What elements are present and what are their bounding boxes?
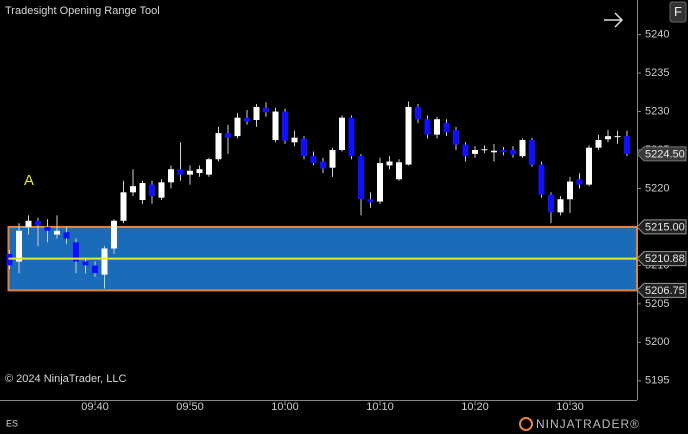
candle-body <box>54 230 60 235</box>
candle-body <box>519 140 526 157</box>
candle-body <box>320 161 326 169</box>
candle-body <box>472 150 478 154</box>
candle-body <box>282 111 288 141</box>
x-tick-label: 10:10 <box>366 401 394 413</box>
annotation: A <box>24 172 34 189</box>
button[interactable] <box>669 1 687 23</box>
candle-body <box>187 170 193 175</box>
candle-body <box>206 159 212 175</box>
candle-body <box>25 220 32 227</box>
chart-title: Tradesight Opening Range Tool <box>5 5 160 17</box>
candle-body <box>215 133 222 160</box>
candle-body <box>462 144 469 157</box>
x-tick-label: 10:00 <box>271 401 299 413</box>
candle-body <box>567 181 573 200</box>
candle-body <box>529 140 535 165</box>
candle-body <box>35 220 41 226</box>
candle-body <box>291 137 298 143</box>
last-price-label: 5224.50 <box>645 148 685 160</box>
y-tick-label: 5240 <box>645 29 669 41</box>
candle-body <box>63 232 70 239</box>
range-mid-tag <box>636 251 687 267</box>
candle-body <box>386 161 393 166</box>
candle-body <box>272 111 279 140</box>
candle-body <box>253 106 260 120</box>
candle-body <box>586 147 592 185</box>
candle-body <box>605 136 611 140</box>
instrument: ES <box>6 418 18 428</box>
candle-body <box>538 164 545 195</box>
y-tick-label: 5205 <box>645 298 669 310</box>
button-label[interactable]: F <box>674 4 682 19</box>
candle-body <box>576 179 583 185</box>
candle-body <box>196 169 203 174</box>
candle-body <box>234 117 241 137</box>
candle-body <box>396 162 402 180</box>
candle-body <box>367 199 374 203</box>
candle-body <box>263 107 269 113</box>
candle-body <box>111 220 117 249</box>
candle-body <box>481 149 488 151</box>
range-high-tag <box>636 219 687 235</box>
candle-body <box>130 186 136 193</box>
candle-body <box>120 192 127 221</box>
candle-body <box>139 183 146 200</box>
candle-body <box>158 182 165 198</box>
candle-body <box>500 150 507 153</box>
candle-body <box>624 136 630 154</box>
candle-body <box>177 169 184 175</box>
y-tick-label: 5230 <box>645 105 669 117</box>
candle-body <box>301 138 307 157</box>
y-tick-label: 5195 <box>645 375 669 387</box>
range-low-label: 5206.75 <box>645 285 685 297</box>
y-tick-label: 5220 <box>645 182 669 194</box>
y-tick-label: 5235 <box>645 67 669 79</box>
candle-body <box>44 226 51 231</box>
candle-body <box>339 117 345 150</box>
candle-body <box>82 261 89 266</box>
x-tick-label: 09:50 <box>176 401 204 413</box>
candle-body <box>329 150 336 168</box>
logo-icon <box>519 417 533 431</box>
candle-body <box>101 248 108 275</box>
candle-body <box>595 140 602 148</box>
x-tick-label: 10:20 <box>461 401 489 413</box>
candle-body <box>453 130 459 145</box>
candle-body <box>548 194 554 213</box>
copyright: © 2024 NinjaTrader, LLC <box>5 373 126 385</box>
candle-body <box>92 265 98 274</box>
range-low-tag <box>636 282 687 298</box>
candle-body <box>434 119 440 135</box>
candle-body <box>614 136 621 138</box>
candle-body <box>16 230 22 262</box>
candle-body <box>348 117 355 157</box>
candle-body <box>310 156 317 164</box>
candle-body <box>557 199 564 213</box>
navigate-button[interactable] <box>604 12 624 28</box>
candle-body <box>149 184 155 197</box>
plot-area <box>6 101 638 292</box>
candle-body <box>424 119 431 135</box>
x-tick-label: 10:30 <box>556 401 584 413</box>
candle-body <box>73 242 79 262</box>
candle-body <box>491 150 497 153</box>
candle-body <box>225 133 231 138</box>
candle-body <box>415 106 421 120</box>
range-mid-label: 5210.88 <box>645 253 685 265</box>
candle-body <box>168 169 174 183</box>
candle-body <box>377 163 383 202</box>
range-high-label: 5215.00 <box>645 221 685 233</box>
last-price-tag <box>636 146 687 162</box>
candle-body <box>244 117 250 122</box>
candle-body <box>443 123 450 133</box>
x-tick-label: 09:40 <box>81 401 109 413</box>
y-tick-label: 5200 <box>645 336 669 348</box>
candle-body <box>405 106 412 165</box>
logo: NINJATRADER® <box>536 417 640 431</box>
candle-body <box>358 156 364 200</box>
candle-body <box>510 150 516 155</box>
